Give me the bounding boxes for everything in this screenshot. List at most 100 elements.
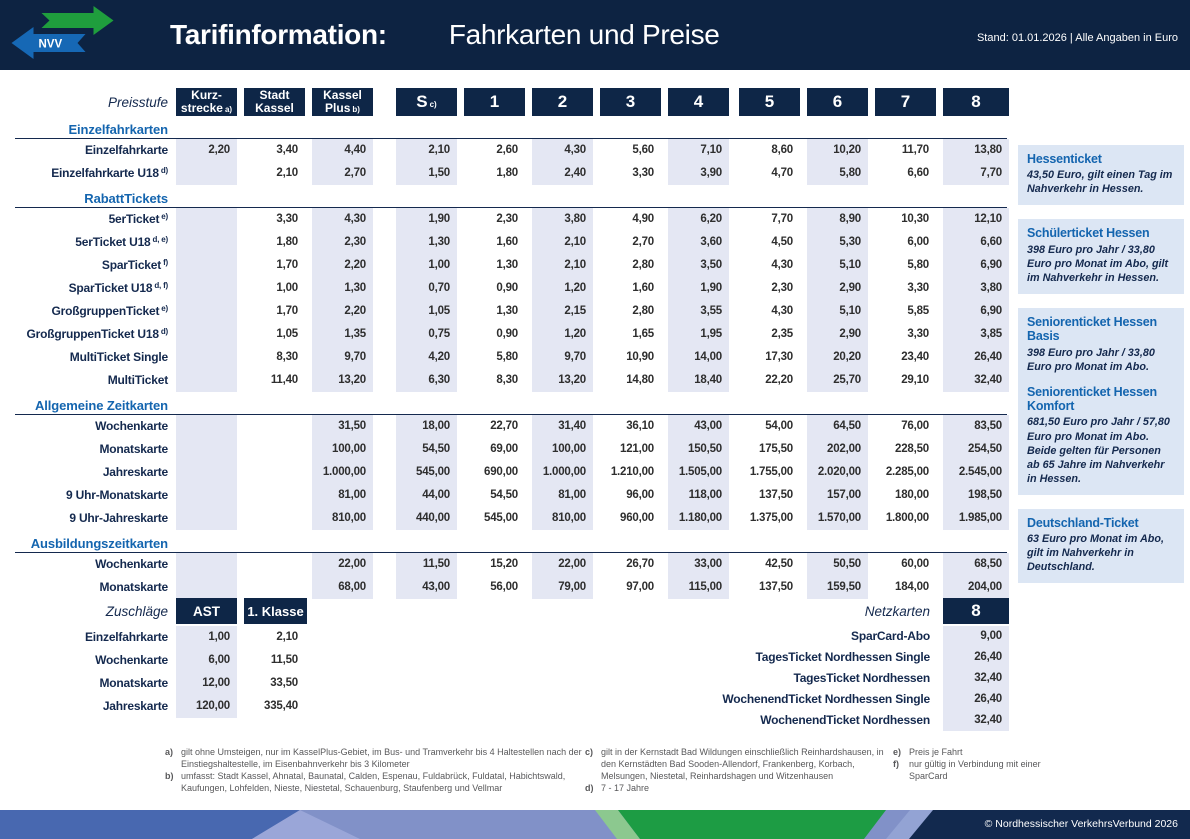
info-box-entry: Deutschland-Ticket 63 Euro pro Monat im A… [1027,516,1175,574]
table-column-headers: Preisstufe Kurz-strecke a) Stadt Kassel Kass… [0,88,1010,116]
info-box-entry: Hessenticket 43,50 Euro, gilt einen Tag i… [1027,152,1175,196]
footnote-key: d) [585,782,594,793]
price-cell: 14,80 [626,374,654,386]
price-cell: 12,10 [943,208,1009,231]
footnote-column: a) gilt ohne Umsteigen, nur im KasselPlus… [165,747,585,795]
price-cell: 32,40 [943,369,1009,392]
network-tickets-rows: SparCard-Abo 9,00 TagesTicket Nordhessen S… [600,626,1020,731]
row-label: 9 Uhr-Monatskarte [66,488,168,502]
row-label: Wochenkarte [95,419,168,433]
price-cell: 9,70 [532,346,593,369]
network-tickets-label: Netzkarten [864,603,930,619]
price-cell: 5,10 [807,254,868,277]
price-cell: 3,30 [907,328,929,340]
price-cell: 1,80 [496,167,518,179]
info-box-body: 398 Euro pro Jahr / 33,80 Euro pro Monat… [1027,243,1169,284]
price-cell: 43,00 [396,576,457,599]
price-cell: 6,60 [943,231,1009,254]
table-row: Monatskarte 100,00 54,50 69,00 100,00 121,00 1… [0,438,1010,461]
price-cell: 5,80 [807,162,868,185]
info-box-entry: Seniorenticket Hessen Basis 398 Euro pro … [1027,315,1175,374]
price-cell: 3,40 [276,144,298,156]
price-cell: 9,70 [312,346,373,369]
price-cell: 121,00 [620,443,654,455]
column-header-stadt-kassel: Stadt Kassel [244,88,305,116]
price-cell: 1,35 [312,323,373,346]
footnote: d) 7 - 17 Jahre [585,783,885,795]
price-cell: 76,00 [901,420,929,432]
section-rule [15,414,1007,415]
price-cell [244,553,305,576]
price-cell: 1,90 [668,277,729,300]
price-cell: 1,80 [276,236,298,248]
page-subtitle: Fahrkarten und Preise [448,19,720,50]
row-label: Einzelfahrkarte [84,630,168,644]
price-cell: 1.800,00 [885,512,929,524]
footnote-key: c) [585,747,594,757]
nvv-logo: NVV [11,6,114,59]
price-cell: 33,00 [668,553,729,576]
column-header-line: 4 [693,91,704,111]
price-cell: 3,50 [668,254,729,277]
section-rule [15,207,1007,208]
column-header-ast: AST [176,598,237,624]
section-rule [15,552,1007,553]
price-cell: 0,75 [396,323,457,346]
price-cell [176,576,237,599]
section-title-text: Allgemeine Zeitkarten [35,398,168,413]
price-cell: 31,50 [312,415,373,438]
section-title: RabattTickets [0,187,1010,206]
row-label: 9 Uhr-Jahreskarte [69,511,168,525]
footnote-key: e) [893,747,902,757]
price-cell: 1,20 [532,323,593,346]
footnote-key: b) [165,770,174,781]
table-row: MultiTicket Single 8,30 9,70 4,20 5,80 9,70 10… [0,346,1010,369]
table-row: Einzelfahrkarte U18 d) 2,10 2,70 1,50 1,80 2,… [0,162,1010,185]
price-cell: 31,40 [532,415,593,438]
price-cell: 1.985,00 [943,507,1009,530]
table-row: Jahreskarte 1.000,00 545,00 690,00 1.000,00 1… [0,461,1010,484]
price-cell [176,438,237,461]
row-label: Einzelfahrkarte [84,143,168,157]
price-cell [176,231,237,254]
section-title: Allgemeine Zeitkarten [0,394,1010,413]
info-box: Schülerticket Hessen 398 Euro pro Jahr / … [1018,219,1184,294]
footnote-marker: e) [159,212,168,221]
logo-blue-arrow [11,27,86,59]
row-label: WochenendTicket Nordhessen Single [722,692,930,706]
price-cell: 5,10 [807,300,868,323]
table-row: Einzelfahrkarte 2,20 3,40 4,40 2,10 2,60 4,30 5… [0,139,1010,162]
price-cell: 32,40 [943,668,1009,689]
price-cell [244,484,305,507]
table-row: Monatskarte 12,00 33,50 [0,672,330,695]
row-label: SparTicket U18 d, f) [68,281,169,295]
price-cell: 1,30 [312,277,373,300]
price-cell [176,208,237,231]
info-box-title: Seniorenticket Hessen Komfort [1027,384,1157,414]
info-box-body: 398 Euro pro Jahr / 33,80 Euro pro Monat… [1027,346,1155,373]
price-cell: 137,50 [759,581,793,593]
price-cell: 83,50 [943,415,1009,438]
price-cell: 6,90 [943,254,1009,277]
section-title-text: RabattTickets [84,191,168,206]
price-cell: 3,60 [668,231,729,254]
price-cell: 3,30 [276,213,298,225]
column-header-1: 1 [464,88,525,116]
price-cell: 1,60 [632,282,654,294]
price-cell: 1.000,00 [312,461,373,484]
price-cell [244,415,305,438]
price-cell: 0,90 [496,328,518,340]
price-cell [176,461,237,484]
price-cell: 4,20 [396,346,457,369]
row-label: Wochenkarte [95,557,168,571]
column-header-line: 5 [764,91,775,111]
footnote-text: gilt in der Kernstadt Bad Wildungen eins… [601,747,884,781]
price-cell: 4,50 [771,236,793,248]
price-cell: 2,20 [176,139,237,162]
surcharges-rows: Einzelfahrkarte 1,00 2,10 Wochenkarte 6,00 11… [0,626,330,718]
table-row: Jahreskarte 120,00 335,40 [0,695,330,718]
footnote-marker: f) [161,258,168,267]
footnote: e) Preis je Fahrt [893,747,1053,759]
price-cell: 0,70 [396,277,457,300]
row-label: GroßgruppenTicket e) [51,304,169,318]
